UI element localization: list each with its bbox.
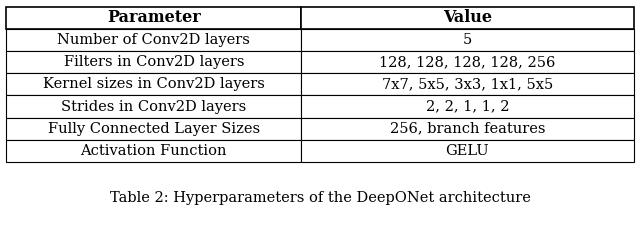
Text: Table 2: Hyperparameters of the DeepONet architecture: Table 2: Hyperparameters of the DeepONet…: [109, 191, 531, 205]
